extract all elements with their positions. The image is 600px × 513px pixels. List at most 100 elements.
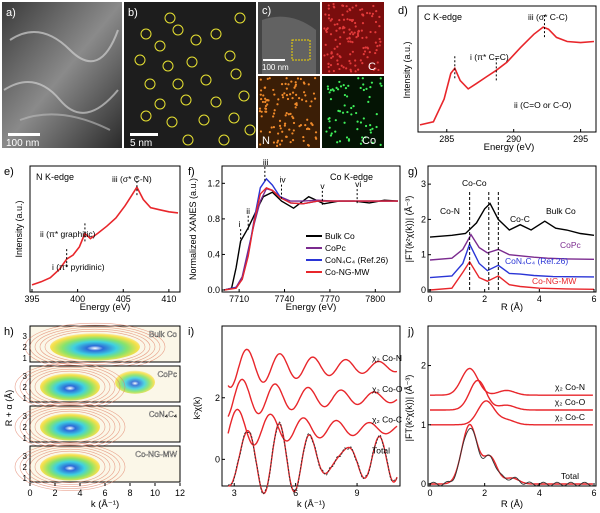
eds-dot: [329, 98, 333, 101]
eds-dot: [326, 85, 329, 88]
wt-contour: [19, 444, 121, 489]
eds-dot: [294, 85, 297, 88]
eds-dot: [329, 89, 332, 92]
y-tick-label: 2: [23, 423, 28, 432]
eds-dot: [359, 8, 362, 11]
eds-dot: [258, 110, 262, 113]
eds-dot: [291, 115, 294, 118]
curve-label: Co-N: [440, 206, 460, 216]
eds-dot: [359, 59, 362, 62]
y-tick-label: 1.2: [207, 178, 220, 188]
eds-dot: [338, 26, 342, 30]
eds-dot: [287, 83, 290, 86]
eds-dot: [357, 68, 360, 71]
eds-dot: [368, 51, 371, 54]
y-tick-label: 3: [23, 412, 28, 421]
eds-dot: [264, 107, 267, 110]
feature-label: iii: [263, 157, 269, 167]
eds-dot: [259, 78, 262, 81]
eds-dot: [378, 44, 381, 47]
single-atom-marker: [210, 96, 222, 108]
eds-dot: [376, 45, 379, 48]
eds-dot: [268, 131, 271, 134]
y-tick-label: 0.0: [207, 285, 220, 295]
curve-label: Total: [372, 445, 390, 455]
eds-dot: [343, 104, 346, 107]
single-atom-markers: [134, 12, 256, 146]
plot-frame: [417, 5, 597, 133]
curve-label: Bulk Co: [546, 206, 576, 216]
eds-dot: [285, 77, 288, 80]
wt-contour: [29, 448, 111, 485]
eds-dot: [332, 2, 335, 6]
x-tick-label: 0: [27, 488, 32, 498]
series-line: [223, 177, 398, 291]
panel-letter: d): [398, 5, 408, 17]
eds-dot: [289, 93, 292, 96]
y-tick-label: 2: [23, 383, 28, 392]
curve-label: Co-Co: [462, 178, 487, 188]
eds-dot: [260, 97, 263, 101]
eds-dot: [327, 4, 330, 7]
eds-dot: [294, 81, 297, 84]
eds-dot: [365, 87, 368, 90]
eds-dot: [377, 68, 380, 72]
eds-dot: [338, 67, 341, 71]
eds-dot: [361, 8, 364, 11]
eds-dot: [347, 139, 351, 142]
eds-dot: [313, 97, 317, 100]
x-tick-label: 4: [77, 488, 82, 498]
x-axis-label: R (Å): [501, 499, 523, 510]
single-atom-marker: [198, 114, 210, 126]
eds-dot: [324, 29, 328, 32]
eds-dot: [307, 83, 310, 86]
eds-dot: [345, 67, 348, 70]
eds-dot: [339, 36, 342, 39]
x-tick-label: 285: [439, 134, 454, 144]
eds-dot: [346, 110, 349, 114]
single-atom-marker: [172, 78, 184, 90]
eds-dot: [362, 83, 365, 86]
eds-dot: [295, 93, 298, 96]
plot-frame: [427, 165, 597, 293]
eds-dot: [335, 29, 338, 32]
single-atom-marker: [228, 112, 240, 124]
eds-dot: [336, 53, 339, 56]
eds-dot: [347, 84, 350, 87]
eds-dot: [277, 98, 280, 101]
eds-dot: [333, 47, 336, 50]
curve-label: Total: [561, 471, 579, 481]
x-axis-label: k (Å⁻¹): [91, 499, 119, 510]
single-atom-marker: [230, 68, 242, 80]
eds-dot: [315, 137, 318, 140]
wt-contour: [34, 450, 106, 483]
panel-i: i) χ₂ Co-N χ₂ Co-O χ₂ Co-C Total 3 6 9 0 2 k (Å⁻…: [188, 325, 403, 510]
eds-dot: [287, 113, 290, 116]
eds-dot: [335, 86, 338, 90]
eds-dot: [359, 121, 363, 124]
eds-dot: [288, 128, 291, 131]
curve-label: χ₂ Co-O: [372, 384, 403, 394]
panel-f: f) Co K-edge 7710 7740 7770 7800 0.0 0.4 0.8 1.…: [188, 157, 401, 313]
plot-title: N K-edge: [36, 172, 74, 182]
single-atom-marker: [154, 40, 166, 52]
eds-dot: [341, 13, 344, 16]
eds-dot: [329, 134, 333, 137]
x-axis-label: k (Å⁻¹): [297, 499, 325, 510]
x-tick-label: 0: [427, 294, 432, 304]
series-line: [419, 26, 595, 126]
y-axis-label: Normalized XANES (a.u.): [188, 178, 198, 280]
y-axis-label: |FT(k²χ(k))| (Å⁻³): [404, 196, 414, 263]
eds-dot: [299, 124, 303, 127]
eds-dot: [264, 100, 267, 104]
eds-dot: [309, 105, 312, 108]
eds-dot: [374, 67, 377, 70]
eds-dot: [336, 45, 339, 48]
eds-dot: [345, 95, 349, 98]
single-atom-marker: [200, 74, 212, 86]
feature-label: ii: [246, 206, 250, 216]
eds-dot: [305, 100, 308, 103]
x-tick-label: 6: [293, 488, 298, 498]
y-tick-label: 0: [421, 479, 426, 489]
single-atom-marker: [182, 134, 194, 146]
